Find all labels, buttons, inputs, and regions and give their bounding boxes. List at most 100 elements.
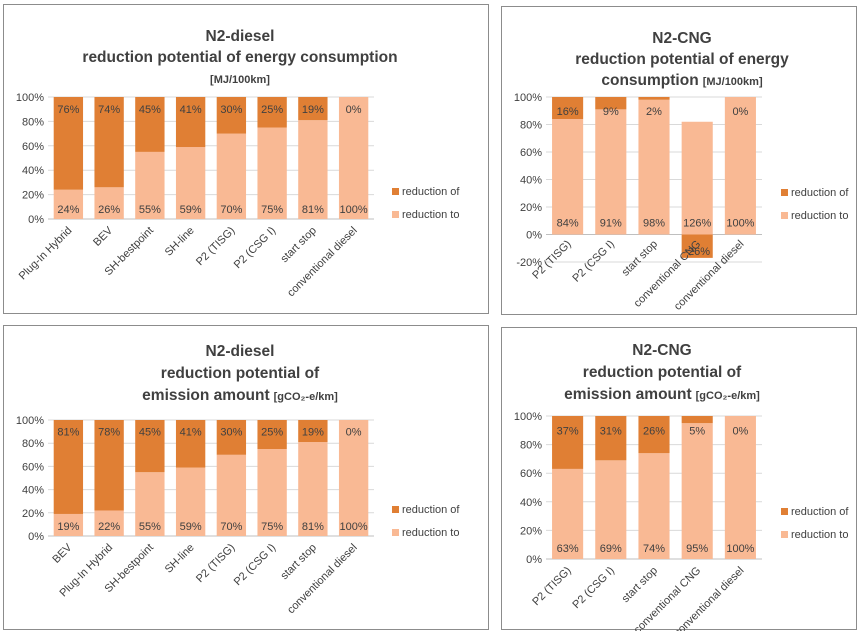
- data-label-reduction-of: 25%: [261, 427, 283, 439]
- bar-group-p2-csg-i: 75% 25%: [257, 420, 287, 536]
- bar-reduction-to: [216, 454, 247, 536]
- bar-reduction-of: [257, 420, 287, 449]
- data-label-reduction-of: 74%: [98, 104, 120, 116]
- bar-reduction-to: [552, 119, 584, 235]
- data-label-reduction-to: 81%: [302, 204, 324, 216]
- chart-title-line3-with-unit: emission amount [gCO₂-e/km]: [564, 386, 760, 403]
- chart-title-line3: emission amount: [564, 386, 691, 403]
- bar-group-sh-bestpoint: 55% 45%: [135, 420, 165, 536]
- category-label: P2 (CSG I): [570, 565, 617, 612]
- bar-group-p2-tisg: 70% 30%: [216, 97, 247, 219]
- data-label-reduction-to: 126%: [683, 217, 711, 229]
- y-tick-label: 60%: [22, 141, 44, 153]
- legend-label-reduction-of: reduction of: [791, 506, 849, 518]
- bar-group-conventional-diesel: 100% 0%: [338, 97, 369, 219]
- legend-label-reduction-of: reduction of: [402, 504, 460, 516]
- bar-reduction-of: [135, 97, 165, 152]
- bar-reduction-to: [595, 109, 627, 235]
- data-label-reduction-to: 75%: [261, 521, 283, 533]
- y-tick-label: 80%: [520, 440, 542, 452]
- category-label: P2 (CSG I): [232, 225, 279, 272]
- legend-swatch-reduction-of: [781, 189, 788, 196]
- chart-svg-diesel-emission: N2-diesel reduction potential of emissio…: [16, 343, 461, 616]
- data-label-reduction-to: 95%: [686, 543, 708, 555]
- bar-reduction-to: [724, 416, 756, 559]
- legend-swatch-reduction-of: [781, 508, 788, 515]
- y-tick-label: 20%: [520, 525, 542, 537]
- bar-reduction-of: [552, 97, 584, 119]
- bar-reduction-to: [595, 460, 627, 559]
- category-label: start stop: [279, 225, 319, 265]
- bar-reduction-of: [552, 416, 584, 469]
- y-tick-label: 40%: [22, 485, 44, 497]
- data-label-reduction-of: 81%: [57, 427, 79, 439]
- bar-group-p2-tisg: 63% 37%: [552, 416, 584, 559]
- y-tick-label: 0%: [526, 554, 542, 566]
- legend-label-reduction-to: reduction to: [402, 209, 459, 221]
- bar-reduction-to: [257, 127, 287, 219]
- chart-panel-cng-emission: N2-CNG reduction potential of emission a…: [501, 327, 857, 631]
- bar-group-plug-in-hybrid: 24% 76%: [53, 97, 84, 219]
- chart-panel-diesel-emission: N2-diesel reduction potential of emissio…: [3, 325, 489, 630]
- category-label: start stop: [620, 565, 660, 605]
- bar-group-p2-tisg: 70% 30%: [216, 420, 247, 536]
- y-tick-label: 40%: [520, 175, 542, 187]
- plot-area: -20%0%20%40%60%80%100%84%16%P2 (TISG)91%…: [514, 92, 850, 313]
- data-label-reduction-to: 91%: [600, 217, 622, 229]
- data-label-reduction-of: 30%: [220, 427, 242, 439]
- bar-group-start-stop: 81% 19%: [298, 97, 328, 219]
- y-tick-label: 80%: [520, 120, 542, 132]
- data-label-reduction-to: 75%: [261, 204, 283, 216]
- bar-group-sh-line: 59% 41%: [175, 420, 206, 536]
- chart-panel-cng-energy: N2-CNG reduction potential of energy con…: [501, 6, 857, 315]
- legend-label-reduction-of: reduction of: [402, 186, 460, 198]
- data-label-reduction-to: 59%: [180, 204, 202, 216]
- bar-reduction-to: [216, 133, 247, 219]
- bar-reduction-of: [638, 416, 670, 454]
- bar-reduction-of: [595, 97, 627, 110]
- data-label-reduction-of: 0%: [346, 427, 362, 439]
- legend-swatch-reduction-to: [392, 529, 399, 536]
- data-label-reduction-to: 81%: [302, 521, 324, 533]
- bar-group-bev: 19% 81%: [53, 420, 84, 536]
- y-tick-label: -20%: [516, 257, 542, 269]
- data-label-reduction-of: 45%: [139, 104, 161, 116]
- bar-reduction-of: [638, 97, 670, 100]
- bar-reduction-to: [552, 468, 584, 559]
- bar-reduction-to: [94, 187, 124, 219]
- data-label-reduction-of: 5%: [689, 425, 705, 437]
- data-label-reduction-of: 9%: [603, 106, 619, 118]
- data-label-reduction-to: 84%: [557, 217, 579, 229]
- bar-reduction-to: [724, 97, 756, 235]
- data-label-reduction-of: 41%: [180, 427, 202, 439]
- bar-reduction-of: [94, 97, 124, 188]
- data-label-reduction-of: 37%: [557, 425, 579, 437]
- category-label: P2 (CSG I): [232, 542, 279, 589]
- category-label: P2 (TISG): [194, 225, 237, 268]
- bar-reduction-of: [257, 97, 287, 128]
- y-tick-label: 100%: [16, 415, 44, 427]
- data-label-reduction-of: 19%: [302, 104, 324, 116]
- data-label-reduction-to: 26%: [98, 204, 120, 216]
- legend-label-reduction-to: reduction to: [791, 529, 848, 541]
- bar-reduction-to: [338, 420, 369, 536]
- legend-label-reduction-of: reduction of: [791, 187, 849, 199]
- data-label-reduction-of: 78%: [98, 427, 120, 439]
- category-label: start stop: [279, 542, 319, 582]
- data-label-reduction-of: -26%: [684, 246, 710, 258]
- data-label-reduction-of: 30%: [220, 104, 242, 116]
- chart-title-line3: emission amount: [142, 387, 269, 404]
- legend: reduction of reduction to: [392, 504, 460, 539]
- legend-swatch-reduction-to: [781, 531, 788, 538]
- data-label-reduction-to: 70%: [220, 521, 242, 533]
- data-label-reduction-of: 45%: [139, 427, 161, 439]
- bar-reduction-of: [175, 97, 206, 148]
- bar-reduction-to: [175, 147, 206, 219]
- data-label-reduction-of: 0%: [346, 104, 362, 116]
- chart-unit: [MJ/100km]: [703, 76, 763, 88]
- bar-group-start-stop: 81% 19%: [298, 420, 328, 536]
- category-label: P2 (TISG): [530, 565, 573, 608]
- data-label-reduction-to: 59%: [180, 521, 202, 533]
- bar-reduction-to: [53, 513, 84, 536]
- category-label: conventional diesel: [672, 565, 747, 631]
